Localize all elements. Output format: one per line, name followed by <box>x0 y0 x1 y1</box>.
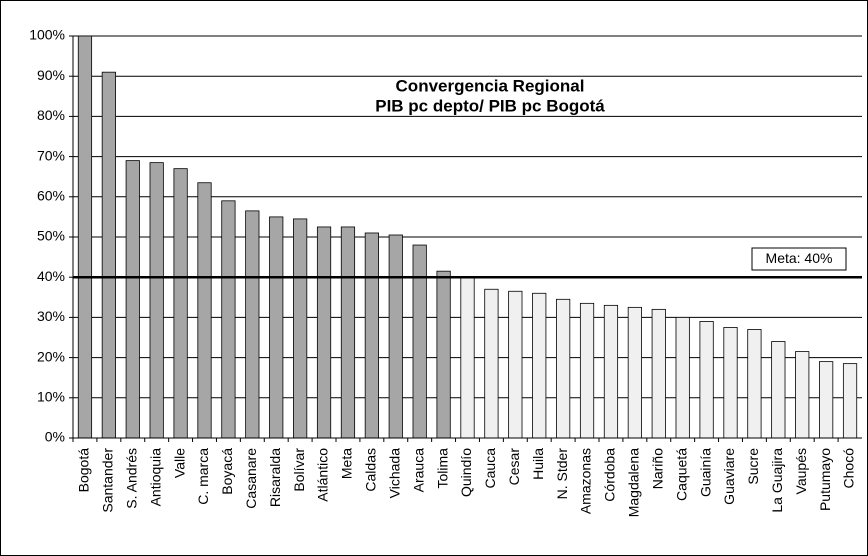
bar <box>412 244 427 439</box>
x-tick-label: Huila <box>530 448 546 480</box>
bar <box>603 304 619 439</box>
x-tick-label: Cesar <box>506 448 522 486</box>
bar <box>795 351 810 439</box>
bar <box>842 363 858 439</box>
x-tick-label: Antioquia <box>147 448 163 507</box>
bar <box>556 298 571 439</box>
x-tick-label: Caquetá <box>673 448 689 501</box>
x-tick-label: C. marca <box>195 448 211 505</box>
bar <box>269 216 284 439</box>
bar <box>293 218 308 439</box>
x-tick-label: Bolívar <box>291 448 307 492</box>
y-tick-label: 20% <box>37 348 65 364</box>
bar <box>316 226 332 439</box>
x-tick-label: Tolima <box>434 448 450 489</box>
x-tick-label: Meta <box>339 448 355 479</box>
bar <box>532 292 547 439</box>
bar <box>723 327 738 439</box>
bar <box>340 226 356 439</box>
x-tick-label: Guainía <box>697 448 713 497</box>
x-tick-label: Quindío <box>458 448 474 497</box>
bar <box>699 321 714 439</box>
bar <box>460 276 475 439</box>
y-tick-label: 10% <box>37 389 65 405</box>
bar <box>173 168 188 439</box>
x-tick-label: Vaupés <box>793 448 809 494</box>
bar <box>221 200 236 439</box>
bar <box>675 316 690 439</box>
x-tick-label: Chocó <box>841 448 857 489</box>
y-tick-label: 50% <box>37 228 65 244</box>
x-tick-label: Vichada <box>386 448 402 499</box>
bar <box>484 288 499 439</box>
bar <box>364 232 379 439</box>
x-tick-label: S. Andrés <box>123 448 139 509</box>
x-tick-label: Cauca <box>482 448 498 489</box>
bar <box>771 341 786 439</box>
y-tick-label: 80% <box>37 107 65 123</box>
chart-subtitle: PIB pc depto/ PIB pc Bogotá <box>375 96 605 115</box>
bar <box>579 302 595 439</box>
y-tick-label: 100% <box>29 27 65 43</box>
y-tick-label: 60% <box>37 188 65 204</box>
bar <box>245 210 260 439</box>
target-label-box <box>751 247 847 271</box>
bar <box>149 162 164 439</box>
y-tick-label: 0% <box>45 429 65 445</box>
bar <box>77 35 93 439</box>
x-tick-label: Valle <box>171 448 187 478</box>
x-tick-label: Caldas <box>363 448 379 492</box>
x-tick-label: La Guajira <box>769 448 785 513</box>
x-tick-label: Bogotá <box>76 448 92 493</box>
y-tick-label: 40% <box>37 268 65 284</box>
x-tick-label: Amazonas <box>578 448 594 514</box>
x-tick-label: Nariño <box>649 448 665 489</box>
plot-area: 0% 10% 20% 30% 40% 50% 60% 70% 80% 90% 100% Bogotá S… <box>29 27 862 517</box>
x-tick-label: Risaralda <box>267 448 283 507</box>
bar <box>508 290 523 439</box>
x-tick-label: Magdalena <box>626 448 642 517</box>
y-tick-label: 70% <box>37 147 65 163</box>
chart-title: Convergencia Regional <box>396 76 585 95</box>
bar <box>627 306 642 439</box>
bar <box>101 71 116 439</box>
bar <box>747 329 762 439</box>
x-tick-label: N. Stder <box>554 448 570 500</box>
x-tick-label: Boyacá <box>219 448 235 495</box>
x-tick-label: Putumayo <box>817 448 833 511</box>
y-tick-label: 90% <box>37 67 65 83</box>
bar <box>436 270 451 439</box>
bar <box>651 308 666 439</box>
x-tick-label: Sucre <box>745 448 761 485</box>
x-tick-label: Atlántico <box>315 448 331 502</box>
bar <box>125 160 140 439</box>
x-tick-label: Santander <box>100 448 116 513</box>
bar <box>388 234 403 439</box>
x-tick-label: Arauca <box>410 448 426 493</box>
x-tick-label: Guaviare <box>721 448 737 505</box>
target-label: Meta: 40% <box>766 250 833 266</box>
y-tick-label: 30% <box>37 308 65 324</box>
x-tick-label: Casanare <box>243 448 259 509</box>
bar <box>197 182 212 439</box>
x-tick-label: Córdoba <box>602 448 618 502</box>
bar <box>819 361 834 439</box>
